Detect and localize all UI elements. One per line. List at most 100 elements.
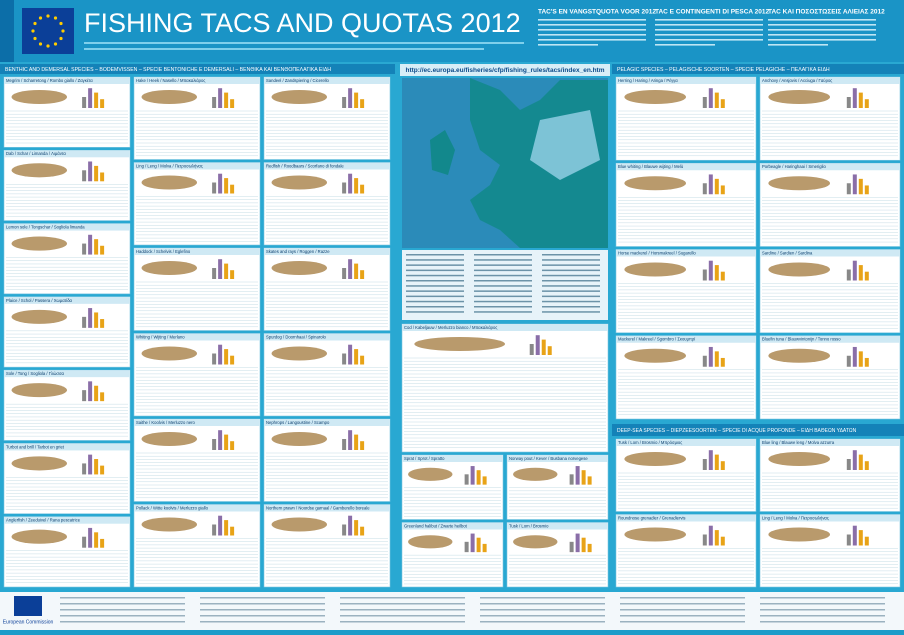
flag-star [33, 21, 37, 26]
mini-bar [720, 536, 725, 546]
mini-bar [708, 525, 713, 546]
footer-line [340, 621, 465, 623]
mini-bar [720, 461, 725, 470]
mini-bar [348, 173, 353, 194]
mini-bar [212, 524, 217, 536]
text-line [768, 44, 828, 46]
legend-line [406, 311, 464, 313]
card [133, 333, 261, 417]
mini-bar [858, 92, 863, 108]
footer-line [760, 609, 885, 611]
legend-line [542, 295, 600, 298]
mini-bar [360, 526, 365, 536]
footer-line [480, 609, 605, 611]
legend-line [542, 306, 600, 308]
mini-bar [342, 268, 347, 279]
mini-bar [342, 182, 347, 194]
card [615, 335, 757, 420]
card-title: Horse mackerel / Horsmakreel / Sugarello [618, 250, 696, 255]
footer-line [620, 615, 745, 617]
legend-line [542, 274, 600, 277]
footer-line [340, 609, 465, 611]
url-bar [400, 64, 610, 76]
fish-image [624, 348, 686, 363]
card [401, 522, 504, 588]
mini-bar [88, 308, 93, 328]
legend-line [542, 280, 600, 282]
card-title-bar [134, 77, 260, 84]
legend-line [406, 295, 464, 298]
mini-bar [212, 97, 217, 108]
mini-bar [708, 260, 713, 281]
mini-bar [82, 170, 87, 182]
mini-bar [100, 392, 105, 402]
footer-line [340, 603, 465, 605]
mini-bar [714, 454, 719, 470]
mini-bar [720, 357, 725, 367]
mini-bar [82, 536, 87, 548]
mini-bar [852, 88, 857, 108]
card-title: Roundnose grenadier / Grenadiervis [618, 515, 686, 520]
card [3, 149, 131, 221]
mini-bar [714, 265, 719, 281]
text-line [768, 39, 876, 41]
footer-line [200, 603, 325, 605]
mini-bar [476, 537, 481, 553]
flag-star [46, 44, 50, 48]
legend-line [542, 311, 600, 313]
card [759, 514, 901, 588]
card-title-bar [134, 504, 260, 512]
legend-line [406, 264, 464, 266]
footer-line [480, 603, 605, 605]
header-band [0, 0, 904, 62]
fish-image [11, 309, 68, 324]
mini-bar [852, 174, 857, 195]
card [3, 369, 131, 441]
mini-bar [354, 349, 359, 365]
footer-line [60, 609, 185, 611]
card-title-bar [4, 296, 130, 304]
mini-bar [224, 178, 229, 194]
card-title: Pollack / Witte koolvis / Merluzzo giall… [136, 505, 209, 510]
card-title: Anglerfish / Zeeduivel / Rana pescatrice [6, 518, 81, 523]
text-line [768, 24, 876, 26]
fish-image [624, 89, 686, 105]
mini-bar [94, 385, 99, 402]
mini-bar [858, 351, 863, 367]
mini-bar [852, 346, 857, 367]
fish-image [768, 89, 830, 105]
card-title: Cod / Kabeljauw / Merluzzo bianco / Μπακ… [404, 325, 497, 330]
card [506, 454, 609, 520]
footer-line [340, 597, 465, 599]
fish-image [141, 346, 197, 361]
mini-bar [482, 476, 487, 485]
footer-line [620, 621, 745, 623]
card-title: Mackerel / Makreel / Sgombro / Σκουμπρί [618, 337, 695, 342]
card-title-bar [402, 324, 608, 331]
mini-bar [708, 450, 713, 470]
mini-bar [348, 88, 353, 108]
card [3, 516, 131, 588]
card-title: Saithe / Koolvis / Merluzzo nero [136, 420, 196, 425]
card-title-bar [264, 419, 390, 426]
fish-image [11, 163, 68, 178]
text-line [655, 29, 763, 31]
fish-image [271, 260, 327, 276]
fish-image [11, 89, 68, 105]
card-title-bar [402, 455, 503, 462]
card-title: Haddock / Schelvis / Eglefino [136, 249, 191, 254]
mini-bar [702, 183, 707, 195]
card-title: Norway pout / Kever / Busbana norvegese [509, 456, 588, 461]
footer-line [480, 621, 605, 623]
card [3, 223, 131, 295]
mini-bar [464, 541, 469, 553]
fish-image [624, 176, 686, 191]
mini-bar [348, 259, 353, 279]
card-title: Sandeel / Zandspiering / Cicerello [266, 78, 330, 83]
card-title: Turbot and brill / Tarbot en griet [6, 444, 65, 449]
card-title: Dab / Schar / Limanda / Λιμάντα [6, 151, 66, 156]
mini-bar [702, 97, 707, 108]
card-title: Lemon sole / Tongschar / Sogliola limand… [6, 224, 85, 229]
card-title: Porbeagle / Haringhaai / Smeriglio [762, 164, 826, 169]
mini-bar [864, 357, 869, 367]
